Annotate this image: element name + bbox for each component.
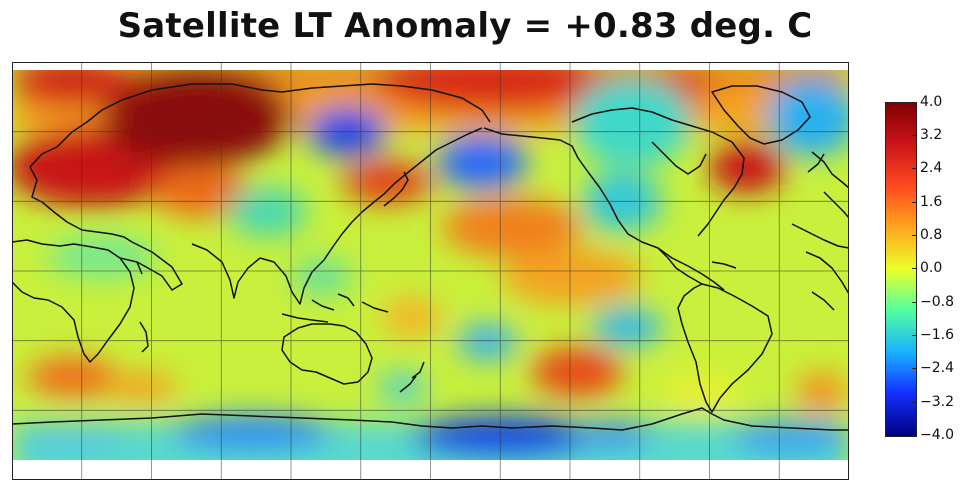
graticule (12, 62, 849, 480)
colorbar-tick: −3.2 (920, 394, 954, 410)
colorbar-tick: −0.8 (920, 294, 954, 310)
colorbar-tick: 2.4 (920, 160, 943, 176)
colorbar-tick: −2.4 (920, 360, 954, 376)
colorbar-tick: −1.6 (920, 327, 954, 343)
coastlines (12, 83, 849, 431)
colorbar-tick: −4.0 (920, 427, 954, 443)
map-title: Satellite LT Anomaly = +0.83 deg. C (117, 6, 813, 46)
colorbar (885, 102, 917, 437)
colorbar-tick: 3.2 (920, 127, 943, 143)
colorbar-tick: 0.0 (920, 260, 943, 276)
colorbar-tick: 4.0 (920, 94, 943, 110)
colorbar-tick: 0.8 (920, 227, 943, 243)
colorbar-tick: 1.6 (920, 194, 943, 210)
anomaly-map (12, 62, 849, 480)
